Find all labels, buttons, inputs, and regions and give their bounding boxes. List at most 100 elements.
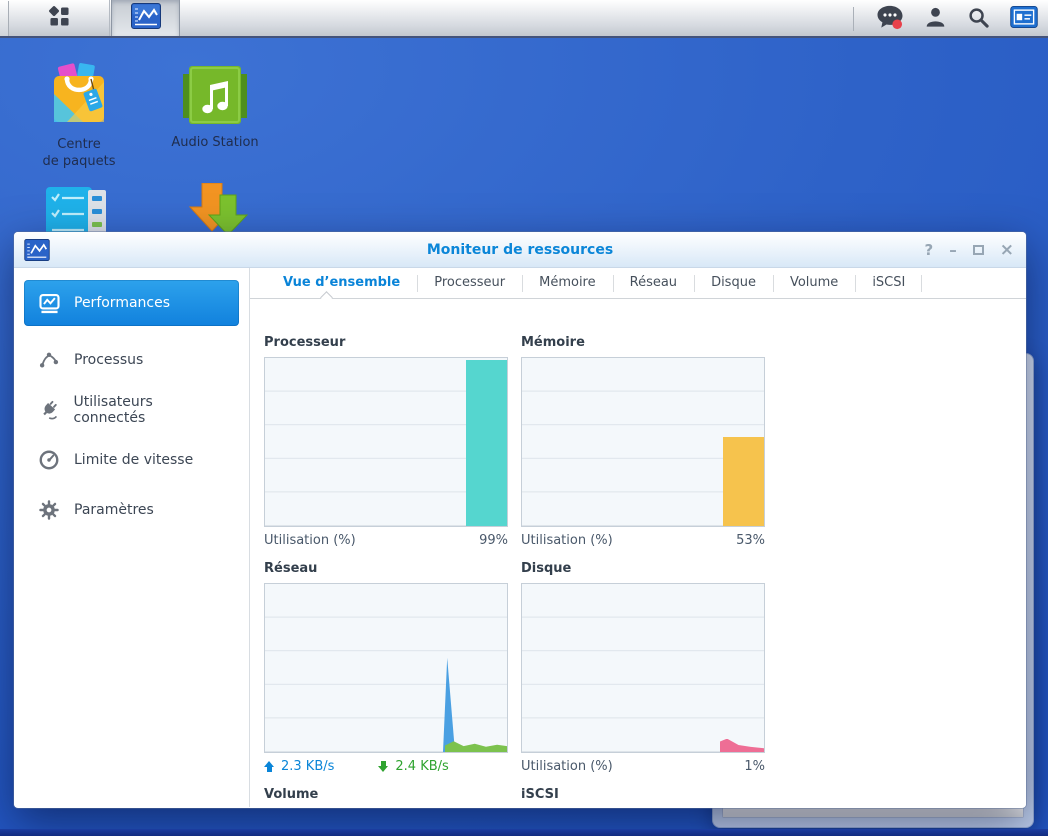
widgets-icon <box>1010 6 1038 32</box>
taskbar <box>0 0 1048 38</box>
footer-value: 1% <box>744 759 765 774</box>
download-rate: 2.4 KB/s <box>395 759 449 774</box>
download-station-icon <box>188 183 249 232</box>
overview-panel: Vue d’ensemble Processeur Mémoire Réseau… <box>250 268 1026 807</box>
tab-divider <box>250 291 1026 304</box>
desktop-icon-download-station-partial[interactable] <box>180 183 250 232</box>
chart-footer: Utilisation (%) 99% <box>264 533 508 548</box>
main-menu-button[interactable] <box>10 0 110 36</box>
disk-plot <box>521 583 765 753</box>
tab-bar: Vue d’ensemble Processeur Mémoire Réseau… <box>250 268 1026 298</box>
memory-plot <box>521 357 765 527</box>
resource-monitor-icon <box>130 3 161 33</box>
tab-memoire[interactable]: Mémoire <box>522 269 613 297</box>
memory-chart: Mémoire Utilisation (%) 53% <box>521 335 765 548</box>
chart-footer: 2.3 KB/s 2.4 KB/s <box>264 759 508 774</box>
gear-icon <box>37 499 61 521</box>
minimize-button[interactable]: – <box>949 240 957 259</box>
widgets-button[interactable] <box>1010 6 1038 32</box>
footer-label: Utilisation (%) <box>521 533 613 548</box>
chart-title: Réseau <box>264 561 318 576</box>
desktop-icon-label: Audio Station <box>171 135 259 150</box>
close-button[interactable]: × <box>999 239 1014 260</box>
footer-value: 99% <box>479 533 508 548</box>
search-button[interactable] <box>967 6 990 33</box>
desktop-icon-package-center[interactable]: Centre de paquets <box>24 62 134 170</box>
tab-volume[interactable]: Volume <box>772 269 855 297</box>
footer-value: 53% <box>736 533 765 548</box>
volume-chart: Volume Utilisation (%) 0% <box>264 787 508 808</box>
window-resource-monitor-icon <box>24 239 50 265</box>
desktop-bottom-edge <box>0 829 1048 836</box>
footer-label: Utilisation (%) <box>264 533 356 548</box>
maximize-icon <box>972 245 984 255</box>
download-arrow-icon <box>378 761 389 773</box>
desktop-icon-control-panel-partial[interactable] <box>44 185 110 232</box>
chart-title: Disque <box>521 561 572 576</box>
control-panel-icon <box>46 187 106 232</box>
chart-title: Mémoire <box>521 335 585 350</box>
sidebar-item-label: Paramètres <box>74 502 154 518</box>
upload-arrow-icon <box>264 760 275 773</box>
cpu-chart: Processeur Utilisation (%) 99% <box>264 335 508 548</box>
tab-vue-densemble[interactable]: Vue d’ensemble <box>283 275 401 290</box>
performance-chart-icon <box>37 292 61 315</box>
speedometer-icon <box>37 449 61 471</box>
iscsi-chart: iSCSI Débit 0 bytes/s <box>521 787 765 808</box>
sidebar-item-utilisateurs-connectes[interactable]: Utilisateurs connectés <box>24 385 239 435</box>
disk-chart: Disque Utilisation (%) 1% <box>521 561 765 774</box>
maximize-button[interactable] <box>972 245 984 255</box>
chart-footer: Utilisation (%) 1% <box>521 759 765 774</box>
tab-disque[interactable]: Disque <box>694 269 773 297</box>
download-shape <box>445 741 507 752</box>
chart-footer: Utilisation (%) 53% <box>521 533 765 548</box>
cpu-utilisation-shape <box>466 359 507 526</box>
sidebar-item-label: Processus <box>74 352 144 368</box>
package-center-icon <box>46 62 112 132</box>
search-icon <box>967 6 990 33</box>
chat-icon <box>876 5 904 34</box>
chart-title: Processeur <box>264 335 346 350</box>
desktop-icon-audio-station[interactable]: Audio Station <box>160 66 270 151</box>
tab-reseau[interactable]: Réseau <box>612 269 694 297</box>
plug-icon <box>37 399 61 421</box>
memory-utilisation-shape <box>723 436 764 526</box>
sidebar-item-label: Utilisateurs connectés <box>73 394 153 426</box>
notification-badge <box>892 18 903 29</box>
upload-rate: 2.3 KB/s <box>281 759 335 774</box>
charts-grid: Processeur Utilisation (%) 99% Mémoire U… <box>250 299 1026 808</box>
show-desktop-sliver[interactable] <box>0 1 9 36</box>
resource-monitor-window: Moniteur de ressources ? – × Performance… <box>14 232 1026 808</box>
chart-title: Volume <box>264 787 319 802</box>
sidebar: Performances Processus <box>14 268 250 807</box>
sidebar-item-label: Limite de vitesse <box>74 452 194 468</box>
desktop-icon-label: Centre de paquets <box>42 137 116 169</box>
audio-station-icon <box>183 66 247 130</box>
window-title: Moniteur de ressources <box>426 241 614 258</box>
sidebar-item-performances[interactable]: Performances <box>24 280 239 326</box>
cpu-plot <box>264 357 508 527</box>
upload-shape <box>443 657 455 752</box>
network-chart: Réseau 2.3 KB/s 2.4 KB/s <box>264 561 508 774</box>
taskbar-separator <box>853 7 854 31</box>
window-controls: ? – × <box>925 232 1014 268</box>
tab-iscsi[interactable]: iSCSI <box>855 269 923 297</box>
disk-utilisation-shape <box>720 738 764 752</box>
network-plot <box>264 583 508 753</box>
chat-button[interactable] <box>876 5 904 34</box>
help-button[interactable]: ? <box>924 240 934 259</box>
sidebar-item-limite-de-vitesse[interactable]: Limite de vitesse <box>24 435 239 485</box>
sidebar-item-processus[interactable]: Processus <box>24 335 239 385</box>
sidebar-item-label: Performances <box>74 295 171 311</box>
user-button[interactable] <box>924 6 947 33</box>
user-icon <box>924 6 947 33</box>
window-titlebar[interactable]: Moniteur de ressources ? – × <box>14 232 1026 268</box>
sidebar-item-parametres[interactable]: Paramètres <box>24 485 239 535</box>
footer-label: Utilisation (%) <box>521 759 613 774</box>
chart-title: iSCSI <box>521 787 559 802</box>
taskbar-resource-monitor-button[interactable] <box>111 0 180 36</box>
process-icon <box>37 349 61 371</box>
tab-processeur[interactable]: Processeur <box>417 269 522 297</box>
main-menu-icon <box>47 4 72 33</box>
